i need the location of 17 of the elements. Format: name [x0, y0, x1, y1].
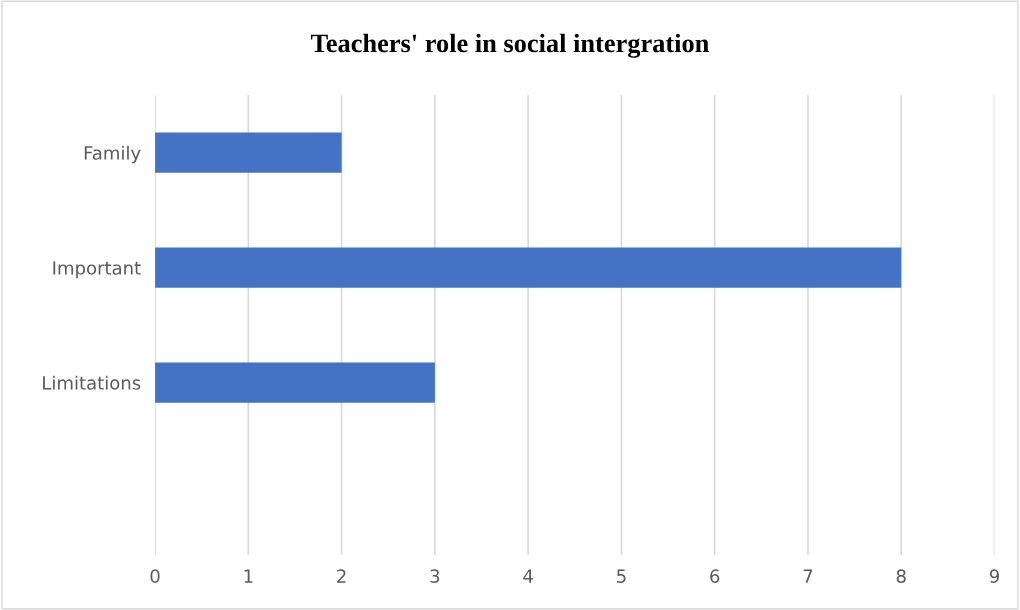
x-tick-label: 8 [896, 569, 906, 583]
x-tick-label: 4 [523, 569, 533, 583]
y-tick-label: Limitations [43, 375, 141, 390]
x-tick-label: 1 [244, 569, 253, 583]
y-tick-label: Family [84, 145, 141, 164]
y-tick-label: Important [53, 261, 141, 279]
x-tick-label: 9 [989, 569, 999, 583]
bar [155, 132, 342, 173]
x-tick-label: 5 [617, 569, 626, 583]
x-tick-label: 6 [710, 569, 720, 583]
x-tick-label: 7 [803, 569, 813, 583]
x-tick-label: 3 [430, 569, 440, 583]
x-tick-label: 2 [337, 569, 346, 583]
bar [155, 362, 435, 403]
chart-title: Teachers' role in social intergration [311, 33, 709, 58]
bar [155, 247, 902, 288]
x-tick-label: 0 [150, 569, 160, 583]
